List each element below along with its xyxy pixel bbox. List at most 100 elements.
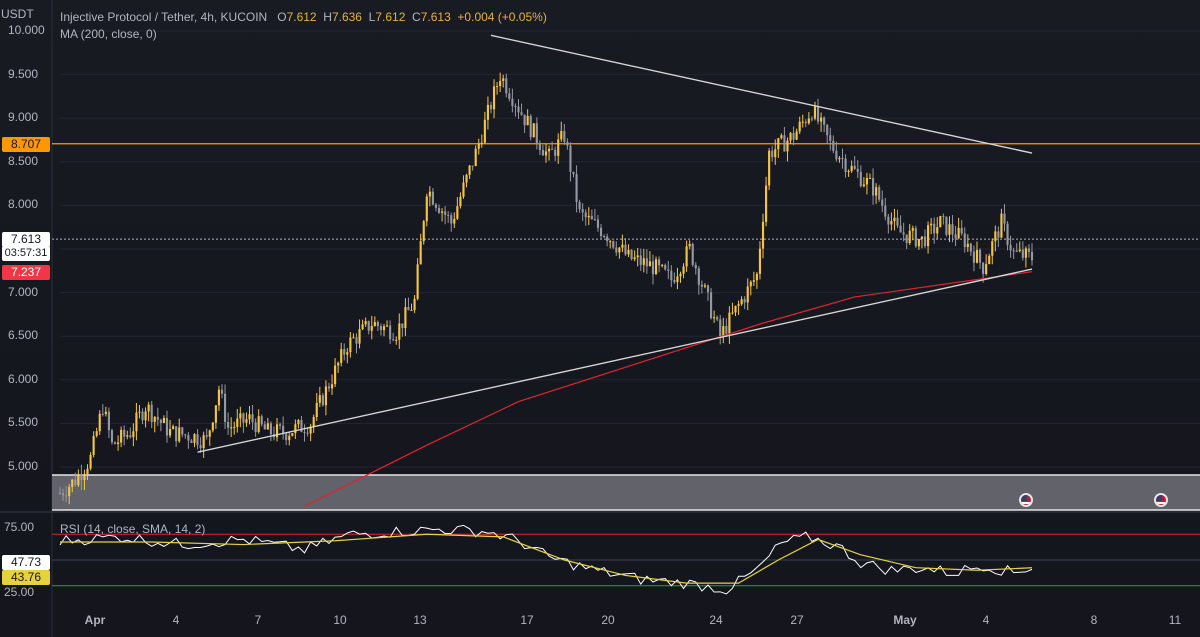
- date-tick-label: 11: [1168, 613, 1182, 627]
- candle-body: [847, 170, 850, 172]
- candle-body: [593, 219, 596, 221]
- candle-body: [758, 248, 762, 274]
- candle-body: [933, 223, 936, 234]
- candle-body: [129, 435, 132, 438]
- rsi-ma-line: [60, 533, 1033, 584]
- candle-body: [321, 395, 324, 406]
- candle-body: [165, 417, 169, 436]
- candle-body: [636, 255, 639, 258]
- candle-body: [337, 362, 340, 366]
- candle-body: [74, 479, 77, 486]
- rsi-pane-layer: [0, 511, 1200, 595]
- date-tick-label: 13: [413, 613, 427, 627]
- candle-body: [697, 268, 700, 285]
- candle-body: [156, 416, 159, 420]
- candle-body: [670, 270, 673, 281]
- candle-body: [334, 365, 337, 385]
- candle-body: [172, 426, 175, 430]
- candle-body: [875, 187, 878, 196]
- us-flag-icon[interactable]: [1019, 493, 1033, 507]
- high-label: H: [323, 10, 332, 24]
- candle-body: [966, 243, 969, 248]
- candle-body: [896, 217, 899, 226]
- rsi-tick-25: 25.00: [4, 585, 35, 599]
- candle-body: [150, 404, 153, 422]
- candle-body: [217, 389, 221, 406]
- candle-body: [239, 413, 242, 419]
- candle-body: [502, 78, 505, 81]
- candle-body: [538, 143, 541, 151]
- candle-body: [361, 324, 364, 330]
- candle-body: [746, 286, 749, 303]
- candle-body: [144, 411, 147, 421]
- candle-body: [541, 150, 545, 156]
- candle-body: [755, 273, 758, 281]
- candle-body: [190, 440, 193, 443]
- candle-body: [92, 435, 95, 455]
- candle-body: [658, 259, 661, 266]
- candle-body: [994, 231, 997, 242]
- rsi-line: [59, 524, 1033, 595]
- candle-body: [80, 474, 83, 480]
- candle-body: [416, 264, 419, 299]
- candle-body: [612, 241, 615, 248]
- candle-body: [392, 339, 395, 341]
- candle-body: [1018, 249, 1021, 251]
- candle-body: [844, 158, 847, 172]
- price-tick-label: 10.000: [8, 23, 45, 37]
- candle-body: [101, 413, 104, 415]
- candle-body: [61, 493, 65, 496]
- candle-body: [838, 158, 841, 160]
- candle-body: [434, 204, 438, 208]
- candle-body: [367, 321, 370, 331]
- candle-body: [706, 285, 710, 293]
- candle-body: [783, 135, 786, 152]
- open-value: 7.612: [286, 10, 317, 24]
- candle-body: [407, 307, 410, 311]
- candle-body: [963, 233, 966, 248]
- candle-body: [578, 201, 581, 210]
- price-tick-label: 9.000: [8, 110, 39, 125]
- candle-body: [694, 264, 697, 269]
- candle-body: [453, 218, 456, 224]
- candle-body: [474, 148, 477, 166]
- ma-legend[interactable]: MA (200, close, 0): [60, 27, 157, 41]
- candle-body: [667, 269, 670, 271]
- candle-body: [159, 419, 162, 423]
- candle-body: [245, 419, 248, 423]
- candle-body: [86, 468, 89, 475]
- price-tick-label: 8.000: [8, 197, 39, 212]
- candle-body: [117, 442, 120, 444]
- candle-body: [731, 312, 734, 314]
- candle-body: [884, 205, 887, 217]
- candle-body: [462, 182, 465, 197]
- candle-body: [104, 411, 107, 415]
- candle-body: [382, 326, 386, 331]
- candle-body: [318, 395, 321, 403]
- candle-body: [489, 104, 493, 110]
- candle-body: [917, 238, 920, 247]
- candle-body: [563, 131, 566, 142]
- candle-body: [810, 118, 813, 120]
- candle-body: [358, 329, 361, 344]
- rsi-legend[interactable]: RSI (14, close, SMA, 14, 2): [60, 522, 206, 536]
- candle-body: [300, 420, 303, 432]
- candle-body: [780, 135, 783, 139]
- candle-body: [187, 435, 190, 441]
- rsi-ma-value-tag: 43.76: [2, 570, 50, 585]
- candle-body: [673, 280, 676, 283]
- date-tick-label: 8: [1090, 613, 1098, 627]
- session-band: [52, 475, 1200, 510]
- candle-body: [214, 405, 217, 423]
- candle-body: [795, 131, 798, 140]
- us-flag-icon[interactable]: [1154, 493, 1168, 507]
- candle-body: [68, 487, 71, 497]
- candle-body: [584, 212, 587, 218]
- candle-body: [248, 414, 251, 420]
- candle-body: [181, 427, 184, 435]
- candle-body: [645, 258, 648, 267]
- candle-body: [661, 264, 664, 266]
- price-tick-label: 6.500: [8, 328, 39, 343]
